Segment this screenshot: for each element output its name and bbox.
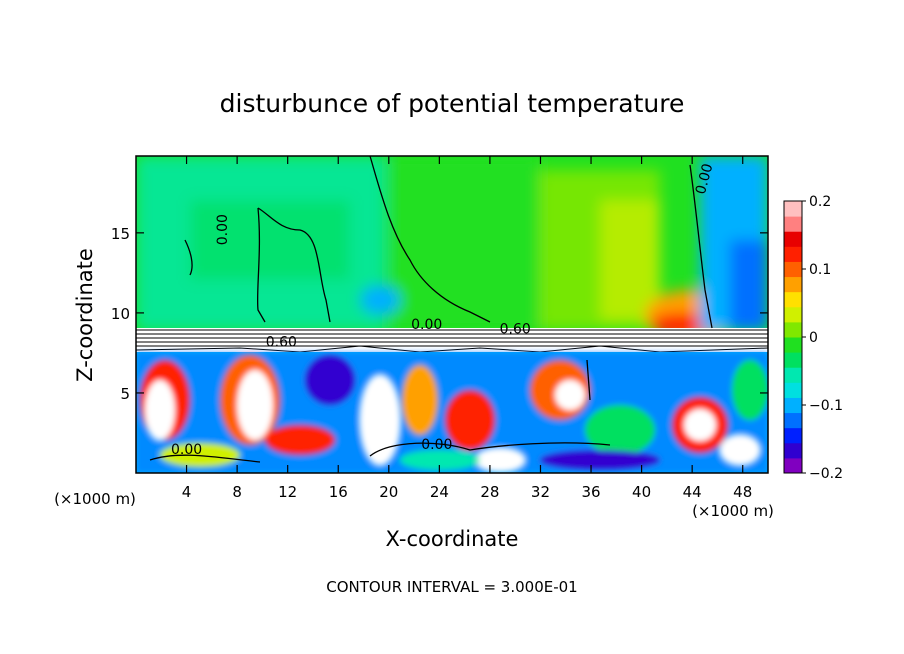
x-tick-label: 36 — [581, 483, 600, 501]
x-tick-label: 4 — [182, 483, 192, 501]
colorbar-tick-label: −0.1 — [809, 398, 843, 414]
colorbar-tick-label: 0.1 — [809, 262, 831, 278]
contour-label: 0.00 — [171, 442, 202, 458]
x-tick-label: 20 — [379, 483, 398, 501]
colorbar-segment — [784, 382, 802, 398]
x-tick-label: 48 — [733, 483, 752, 501]
contour-label: 0.60 — [500, 322, 531, 338]
lower-field — [136, 352, 768, 473]
colorbar-segment — [784, 442, 802, 459]
colorbar-segment — [784, 321, 802, 338]
contour-label: 0.00 — [693, 162, 717, 196]
plot-frame — [135, 155, 769, 474]
contour-interval-note: CONTOUR INTERVAL = 3.000E-01 — [326, 578, 577, 596]
y-tick-label: 5 — [120, 385, 130, 403]
colorbar-segment — [784, 306, 802, 323]
colorbar-segment — [784, 261, 802, 278]
colorbar-segment — [784, 231, 802, 247]
chart-title: disturbunce of potential temperature — [220, 89, 685, 118]
colorbar-segment — [784, 291, 802, 308]
contour-lines — [149, 156, 713, 463]
contour-label: 0.00 — [421, 437, 452, 453]
x-tick-label: 8 — [232, 483, 242, 501]
x-axis-label: X-coordinate — [386, 527, 519, 551]
x-tick-label: 28 — [480, 483, 499, 501]
y-tick-label: 15 — [111, 225, 130, 243]
colorbar-segment — [784, 427, 802, 444]
x-axis-ticks: 4 8 12 16 20 24 28 32 36 40 44 48 — [182, 156, 752, 501]
x-axis-unit-left: (×1000 m) — [54, 490, 136, 508]
x-tick-label: 24 — [430, 483, 449, 501]
y-tick-label: 10 — [111, 305, 130, 323]
x-tick-label: 32 — [531, 483, 550, 501]
colorbar-segment — [784, 397, 802, 414]
colorbar-segment — [784, 201, 802, 217]
y-axis-label: Z-coordinate — [73, 248, 97, 382]
x-tick-label: 40 — [632, 483, 651, 501]
contour-labels: 0.00 0.00 0.00 0.60 0.60 0.00 0.00 — [171, 162, 717, 458]
y-axis-ticks: 5 10 15 — [111, 225, 768, 403]
contour-label: 0.00 — [411, 317, 442, 333]
colorbar-tick-label: 0.2 — [809, 194, 831, 210]
colorbar-segment — [784, 337, 802, 353]
colorbar-segment — [784, 412, 802, 429]
upper-field — [136, 156, 768, 340]
x-axis-unit-right: (×1000 m) — [692, 502, 774, 520]
colorbar-tick-label: 0 — [809, 330, 818, 346]
colorbar-segment — [784, 457, 802, 474]
plot-area: 0.00 0.00 0.00 0.60 0.60 0.00 0.00 — [136, 156, 768, 473]
colorbar: 0.2 0.1 0 −0.1 −0.2 — [783, 194, 843, 482]
contour-label: 0.00 — [215, 214, 231, 245]
colorbar-segment — [784, 246, 802, 262]
x-tick-label: 12 — [278, 483, 297, 501]
colorbar-segment — [784, 276, 802, 293]
colorbar-segment — [784, 352, 802, 368]
contour-label: 0.60 — [266, 335, 297, 351]
x-tick-label: 44 — [683, 483, 702, 501]
colorbar-segment — [784, 367, 802, 383]
colorbar-tick-label: −0.2 — [809, 466, 843, 482]
x-tick-label: 16 — [329, 483, 348, 501]
colorbar-segment — [784, 216, 802, 232]
boundary-lines — [136, 329, 768, 353]
